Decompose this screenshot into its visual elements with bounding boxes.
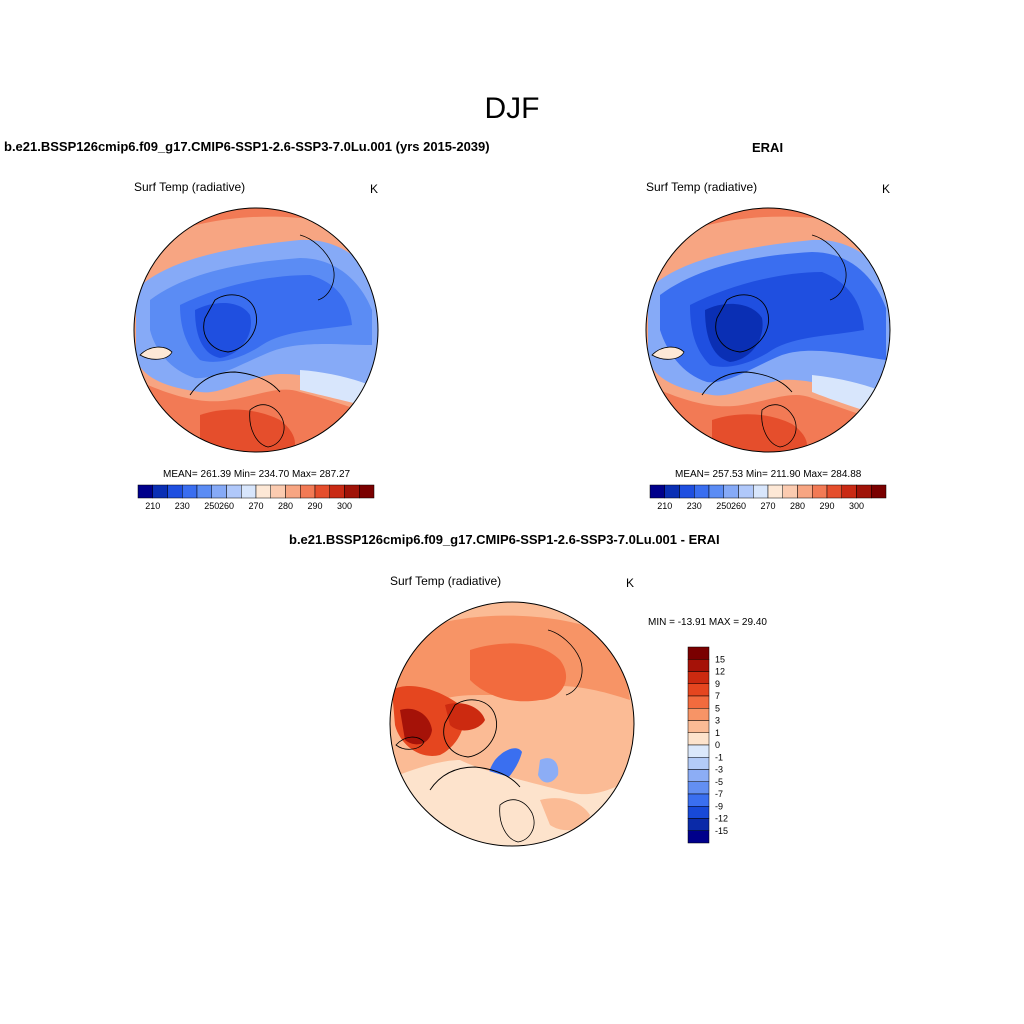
colorbar-model-swatch bbox=[300, 484, 316, 499]
colorbar-erai-swatch bbox=[826, 484, 842, 499]
colorbar-model: 210 230 250 260 270 280 290 300 bbox=[137, 484, 375, 511]
colorbar-difference-swatch bbox=[687, 757, 710, 770]
colorbar-erai-swatch bbox=[664, 484, 680, 499]
colorbar-model-swatch bbox=[226, 484, 242, 499]
colorbar-erai-swatch bbox=[782, 484, 798, 499]
colorbar-erai-swatch bbox=[708, 484, 724, 499]
panel-3-stats: MIN = -13.91 MAX = 29.40 bbox=[648, 617, 767, 628]
colorbar-erai-swatch bbox=[797, 484, 813, 499]
colorbar-erai-tick-label: 210 bbox=[657, 501, 672, 511]
colorbar-model-swatch bbox=[167, 484, 183, 499]
main-title: DJF bbox=[484, 92, 540, 125]
colorbar-difference-swatch bbox=[687, 732, 710, 746]
colorbar-difference-swatch bbox=[687, 806, 710, 819]
panel-1-title: b.e21.BSSP126cmip6.f09_g17.CMIP6-SSP1-2.… bbox=[4, 139, 490, 154]
panel-2-stats: MEAN= 257.53 Min= 211.90 Max= 284.88 bbox=[675, 469, 862, 480]
colorbar-erai-tick-label: 280 bbox=[790, 501, 805, 511]
colorbar-model-swatch bbox=[255, 484, 271, 499]
colorbar-difference-tick-label: 5 bbox=[715, 703, 720, 713]
colorbar-difference-tick-label: 0 bbox=[715, 740, 720, 750]
colorbar-difference-swatch bbox=[687, 720, 710, 733]
colorbar-difference-swatch bbox=[687, 769, 710, 782]
colorbar-difference-swatch bbox=[687, 671, 710, 684]
colorbar-model-swatch bbox=[152, 484, 168, 499]
colorbar-model-swatch bbox=[137, 484, 153, 499]
colorbar-erai: 210 230 250 260 270 280 290 300 bbox=[649, 484, 887, 511]
colorbar-erai-tick-label: 250 bbox=[716, 501, 731, 511]
panel-1-units: K bbox=[370, 182, 379, 196]
colorbar-difference-tick-label: -5 bbox=[715, 777, 723, 787]
colorbar-model-swatch bbox=[359, 484, 375, 499]
colorbar-difference-tick-label: 15 bbox=[715, 654, 725, 664]
colorbar-model-tick-label: 210 bbox=[145, 501, 160, 511]
colorbar-difference-swatch bbox=[687, 744, 710, 758]
colorbar-model-swatch bbox=[344, 484, 360, 499]
colorbar-model-swatch bbox=[270, 484, 286, 499]
colorbar-difference-tick-label: -15 bbox=[715, 826, 728, 836]
panel-3-units: K bbox=[626, 576, 635, 590]
colorbar-erai-tick-label: 230 bbox=[687, 501, 702, 511]
panel-1-variable: Surf Temp (radiative) bbox=[134, 180, 246, 194]
colorbar-model-tick-label: 280 bbox=[278, 501, 293, 511]
colorbar-difference-swatch bbox=[687, 793, 710, 807]
colorbar-erai-swatch bbox=[856, 484, 872, 499]
colorbar-difference-swatch bbox=[687, 683, 710, 697]
panel-1-stats: MEAN= 261.39 Min= 234.70 Max= 287.27 bbox=[163, 469, 351, 480]
colorbar-difference-tick-label: 7 bbox=[715, 691, 720, 701]
colorbar-model-tick-label: 270 bbox=[248, 501, 263, 511]
colorbar-difference-swatch bbox=[687, 695, 710, 709]
colorbar-difference-swatch bbox=[687, 781, 710, 795]
colorbar-difference-tick-label: -7 bbox=[715, 789, 723, 799]
colorbar-model-tick-label: 230 bbox=[175, 501, 190, 511]
polar-map-erai bbox=[645, 207, 891, 453]
colorbar-erai-swatch bbox=[767, 484, 783, 499]
colorbar-erai-swatch bbox=[738, 484, 754, 499]
colorbar-difference-swatch bbox=[687, 830, 710, 844]
colorbar-erai-swatch bbox=[649, 484, 665, 499]
panel-2-units: K bbox=[882, 182, 891, 196]
colorbar-difference: 15 12 9 7 5 3 1 0 -1 -3 -5 -7 -9 -12 -15 bbox=[687, 646, 728, 844]
colorbar-difference-tick-label: -12 bbox=[715, 814, 728, 824]
colorbar-erai-tick-label: 270 bbox=[760, 501, 775, 511]
colorbar-model-swatch bbox=[211, 484, 227, 499]
polar-map-difference bbox=[389, 601, 635, 847]
colorbar-difference-swatch bbox=[687, 708, 710, 721]
colorbar-erai-tick-label: 260 bbox=[731, 501, 746, 511]
colorbar-erai-tick-label: 290 bbox=[819, 501, 834, 511]
colorbar-difference-swatch bbox=[687, 818, 710, 831]
colorbar-erai-swatch bbox=[812, 484, 828, 499]
colorbar-model-swatch bbox=[285, 484, 301, 499]
panel-2-variable: Surf Temp (radiative) bbox=[646, 180, 758, 194]
colorbar-difference-tick-label: -3 bbox=[715, 765, 723, 775]
colorbar-model-tick-label: 300 bbox=[337, 501, 352, 511]
panel-2-title: ERAI bbox=[752, 140, 784, 155]
colorbar-model-swatch bbox=[182, 484, 198, 499]
colorbar-model-tick-label: 290 bbox=[307, 501, 322, 511]
colorbar-erai-swatch bbox=[871, 484, 887, 499]
colorbar-erai-swatch bbox=[694, 484, 710, 499]
colorbar-difference-tick-label: 3 bbox=[715, 716, 720, 726]
colorbar-difference-tick-label: 12 bbox=[715, 667, 725, 677]
panel-3-variable: Surf Temp (radiative) bbox=[390, 574, 502, 588]
colorbar-model-swatch bbox=[329, 484, 345, 499]
colorbar-difference-tick-label: 9 bbox=[715, 679, 720, 689]
colorbar-model-tick-label: 250 bbox=[204, 501, 219, 511]
polar-map-model bbox=[133, 207, 379, 453]
colorbar-model-swatch bbox=[241, 484, 257, 499]
colorbar-erai-swatch bbox=[723, 484, 739, 499]
colorbar-difference-swatch bbox=[687, 659, 710, 672]
colorbar-difference-tick-label: 1 bbox=[715, 728, 720, 738]
panel-3-title: b.e21.BSSP126cmip6.f09_g17.CMIP6-SSP1-2.… bbox=[289, 532, 720, 547]
colorbar-erai-swatch bbox=[753, 484, 769, 499]
colorbar-model-swatch bbox=[196, 484, 212, 499]
colorbar-erai-swatch bbox=[841, 484, 857, 499]
colorbar-difference-tick-label: -9 bbox=[715, 801, 723, 811]
colorbar-model-tick-label: 260 bbox=[219, 501, 234, 511]
colorbar-model-swatch bbox=[314, 484, 330, 499]
colorbar-difference-swatch bbox=[687, 646, 710, 660]
colorbar-difference-tick-label: -1 bbox=[715, 752, 723, 762]
colorbar-erai-tick-label: 300 bbox=[849, 501, 864, 511]
colorbar-erai-swatch bbox=[679, 484, 695, 499]
